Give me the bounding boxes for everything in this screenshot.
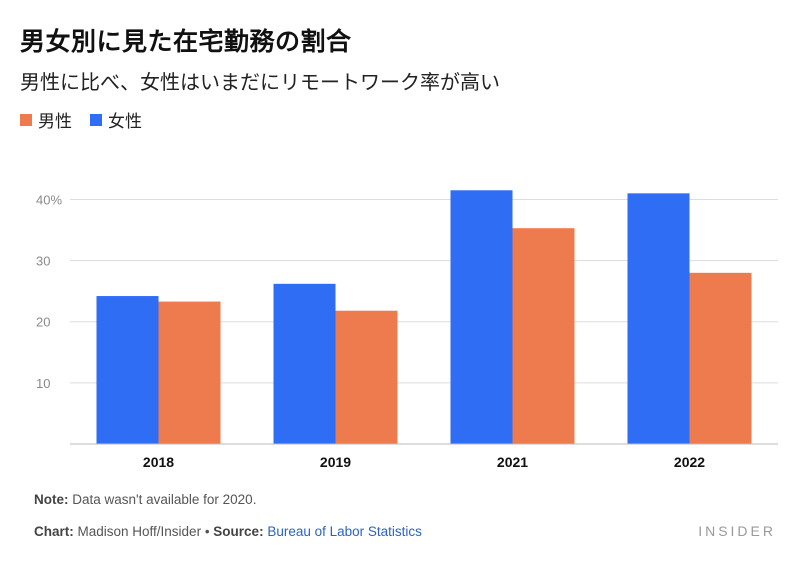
source-link[interactable]: Bureau of Labor Statistics xyxy=(263,524,422,539)
x-tick-label-2019: 2019 xyxy=(320,454,351,470)
legend-label-male: 男性 xyxy=(38,112,72,132)
insider-logo: INSIDER xyxy=(698,523,776,539)
y-tick-label-30: 30 xyxy=(36,254,50,269)
chart-credit-text: Madison Hoff/Insider • xyxy=(73,524,214,539)
legend-item-male: 男性 xyxy=(20,107,72,132)
note-text: Data wasn't available for 2020. xyxy=(68,492,257,507)
x-tick-label-2021: 2021 xyxy=(497,454,528,470)
legend-swatch-male xyxy=(20,113,32,126)
x-tick-label-2018: 2018 xyxy=(143,454,174,470)
chart-title: 男女別に見た在宅勤務の割合 xyxy=(20,27,352,56)
legend-label-female: 女性 xyxy=(108,112,142,132)
bar-male-2018 xyxy=(158,301,221,444)
source-label: Source: xyxy=(213,524,264,539)
chart-source: Chart: Madison Hoff/Insider • Source: Bu… xyxy=(34,524,422,539)
bar-male-2022 xyxy=(689,272,752,444)
chart-subtitle: 男性に比べ、女性はいまだにリモートワーク率が高い xyxy=(20,70,500,94)
bar-chart: 10 20 30 40% 2018 2019 2021 2022 xyxy=(36,190,778,470)
y-tick-label-20: 20 xyxy=(36,315,50,330)
bar-male-2021 xyxy=(512,228,575,444)
bar-male-2019 xyxy=(335,310,398,444)
chart-credit-label: Chart: xyxy=(34,524,74,539)
legend-swatch-female xyxy=(90,113,102,126)
legend-item-female: 女性 xyxy=(90,107,142,132)
bar-female-2021 xyxy=(450,190,513,444)
bar-female-2019 xyxy=(273,283,336,444)
y-tick-label-10: 10 xyxy=(36,376,50,391)
x-tick-label-2022: 2022 xyxy=(674,454,705,470)
note-label: Note: xyxy=(34,492,69,507)
y-tick-label-40: 40% xyxy=(36,192,62,207)
bar-female-2022 xyxy=(627,193,690,444)
legend: 男性 女性 xyxy=(20,107,160,132)
chart-note: Note: Data wasn't available for 2020. xyxy=(34,492,256,507)
bar-female-2018 xyxy=(96,296,159,444)
